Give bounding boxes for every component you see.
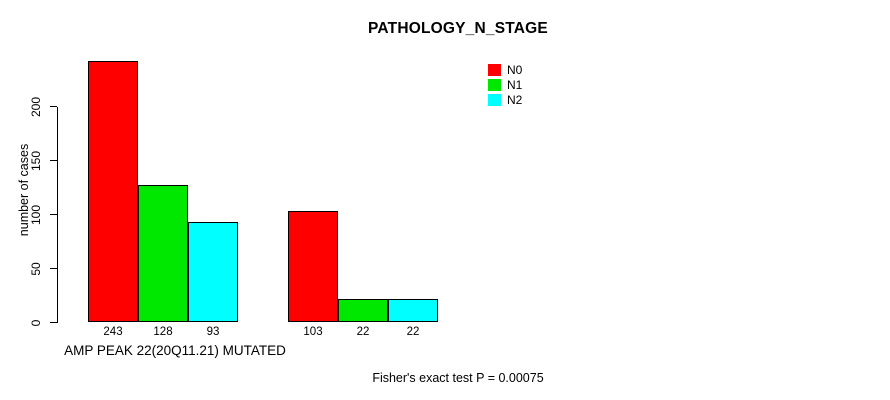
bar-value-label: 128 xyxy=(153,326,173,338)
x-axis-group-label: AMP PEAK 22(20Q11.21) MUTATED xyxy=(64,343,286,358)
y-tick-0 xyxy=(50,322,57,323)
bar-N2-group1 xyxy=(188,222,238,323)
bar-N0-group1 xyxy=(88,60,138,323)
legend-swatch-icon xyxy=(488,79,501,91)
fisher-test-annotation: Fisher's exact test P = 0.00075 xyxy=(372,371,544,385)
y-axis-line xyxy=(57,106,58,324)
bar-value-label: 243 xyxy=(103,326,123,338)
chart-title: PATHOLOGY_N_STAGE xyxy=(368,20,548,37)
bar-N2-group2 xyxy=(388,298,438,323)
legend-item-N0: N0 xyxy=(488,64,522,76)
bar-value-label: 22 xyxy=(406,326,420,338)
legend-label: N0 xyxy=(507,63,523,77)
y-tick-200 xyxy=(50,106,57,108)
legend-label: N1 xyxy=(507,78,523,92)
legend-label: N2 xyxy=(507,93,523,107)
bar-value-label: 103 xyxy=(303,326,323,338)
bar-value-label: 22 xyxy=(356,326,370,338)
legend-swatch-icon xyxy=(488,64,501,76)
y-tick-label-150: 150 xyxy=(29,150,43,171)
y-tick-label-200: 200 xyxy=(29,96,43,117)
legend-item-N1: N1 xyxy=(488,79,522,91)
legend-swatch-icon xyxy=(488,94,501,106)
bar-value-label: 93 xyxy=(206,326,220,338)
y-tick-150 xyxy=(50,160,57,162)
bar-N0-group2 xyxy=(288,211,338,323)
bar-N1-group1 xyxy=(138,184,188,323)
y-tick-label-50: 50 xyxy=(29,261,43,276)
y-tick-100 xyxy=(50,214,57,216)
legend-item-N2: N2 xyxy=(488,94,522,106)
y-tick-label-100: 100 xyxy=(29,204,43,225)
y-tick-50 xyxy=(50,268,57,270)
legend: N0 N1 N2 xyxy=(488,64,522,109)
y-tick-label-0: 0 xyxy=(29,319,43,326)
bar-N1-group2 xyxy=(338,298,388,323)
